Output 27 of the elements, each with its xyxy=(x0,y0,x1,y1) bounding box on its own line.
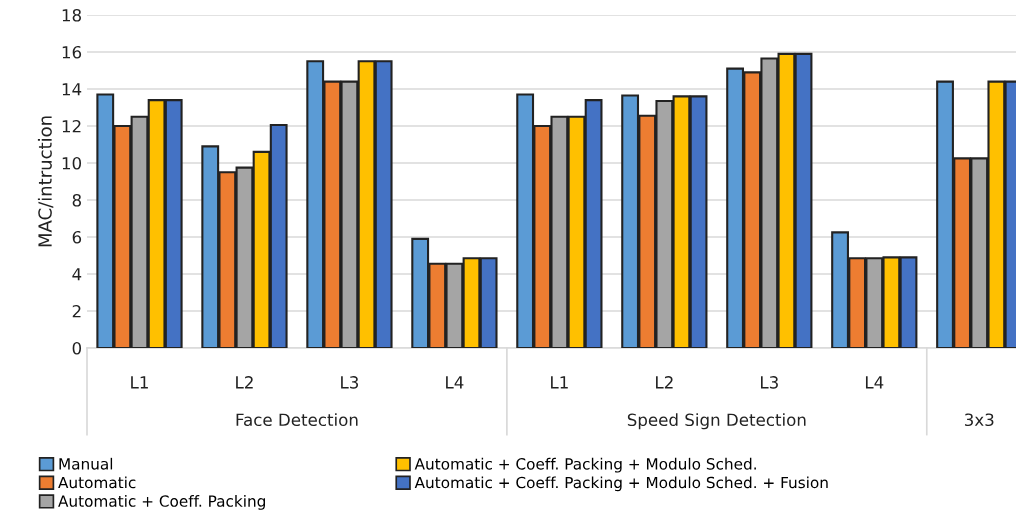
legend-label: Manual xyxy=(59,457,113,470)
x-tick-label: L1 xyxy=(131,376,148,389)
y-tick-label: 8 xyxy=(72,193,81,207)
text: Speed Sign Detection xyxy=(627,413,806,430)
y-tick-label: 4 xyxy=(72,268,82,281)
legend-label: Automatic + Coeff. Packing xyxy=(58,495,265,510)
x-tick-label: L4 xyxy=(865,376,884,389)
y-tick-label: 0 xyxy=(72,341,82,355)
y-tick-label: 14 xyxy=(62,83,82,96)
text: 3x3 xyxy=(964,413,994,427)
y-tick-label: 2 xyxy=(72,304,81,318)
y-tick-label: 10 xyxy=(62,156,82,170)
x-tick-label: L1 xyxy=(551,376,568,389)
legend-label: Automatic xyxy=(58,476,136,489)
y-tick-label: 16 xyxy=(62,45,82,59)
text: Face Detection xyxy=(236,413,358,427)
x-tick-label: L2 xyxy=(236,376,253,389)
x-tick-label: L3 xyxy=(341,376,359,389)
x-tick-label: L2 xyxy=(656,376,673,389)
y-tick-label: 12 xyxy=(62,119,81,133)
legend-label: Automatic + Coeff. Packing + Modulo Sched. + Fusion xyxy=(414,476,828,492)
y-tick-label: 18 xyxy=(62,8,81,22)
x-tick-label: L3 xyxy=(761,376,778,389)
legend-label: Automatic + Coeff. Packing + Modulo Sched. xyxy=(414,457,756,473)
y-tick-label: 6 xyxy=(72,230,82,244)
y-axis-title: MAC/intruction xyxy=(37,116,54,247)
x-tick-label: L4 xyxy=(446,376,464,389)
